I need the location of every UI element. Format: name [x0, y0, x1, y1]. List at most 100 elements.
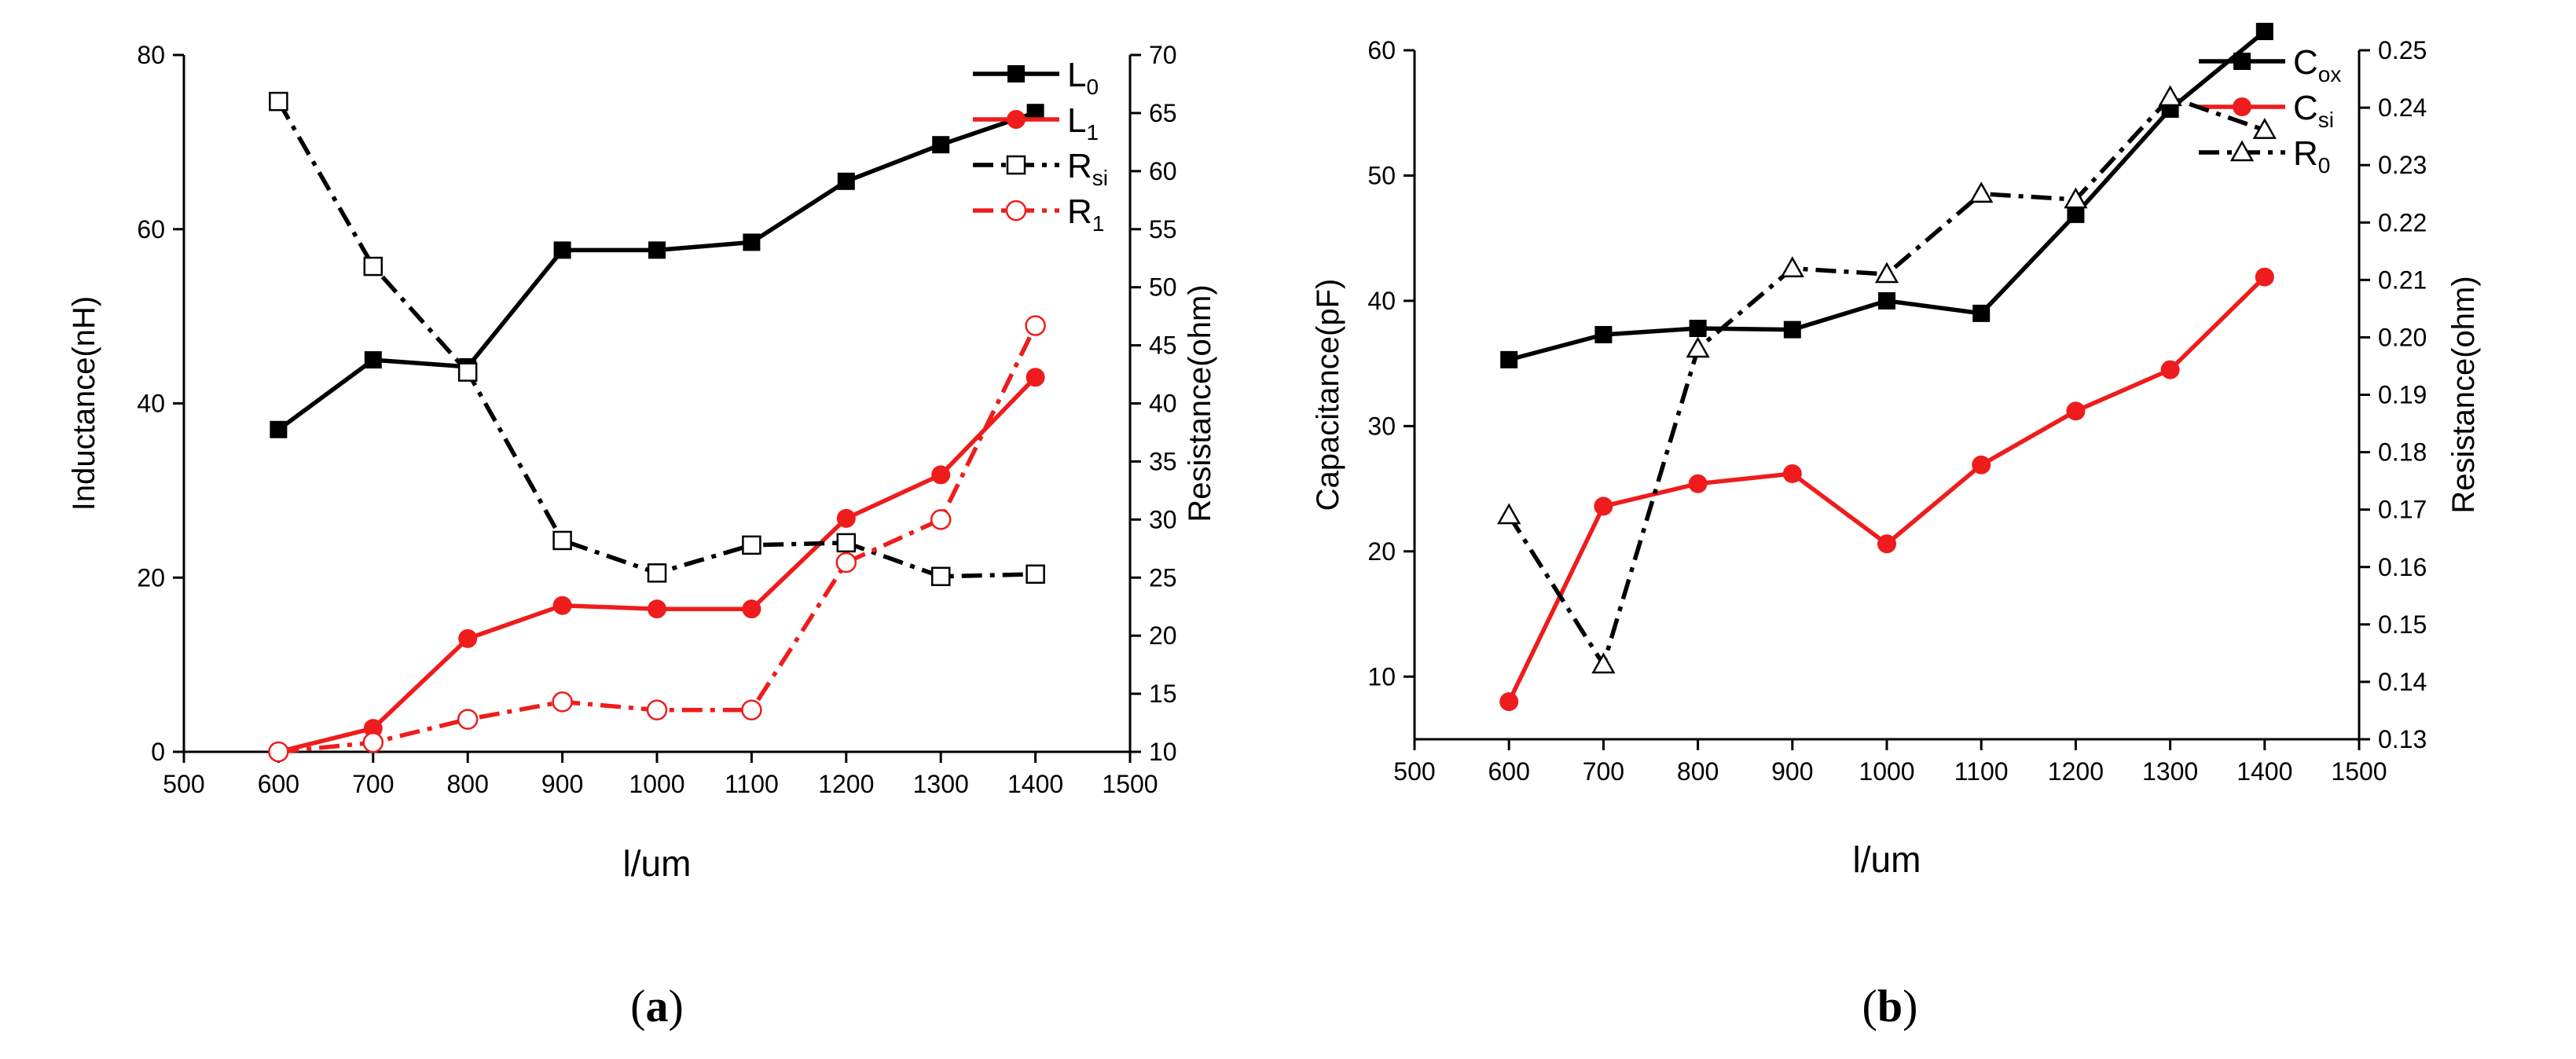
series-line [278, 324, 1038, 754]
y-tick-label: 50 [1367, 161, 1396, 189]
legend-label-sub: si [2318, 108, 2334, 132]
legend-label: R1 [1067, 192, 1104, 236]
series-cox [1500, 23, 2273, 368]
y2-tick-label: 25 [1149, 563, 1177, 592]
x-tick-label: 1400 [1007, 770, 1063, 798]
y-tick-label: 20 [137, 563, 165, 592]
x-tick-label: 800 [447, 770, 489, 798]
data-point [932, 136, 950, 154]
data-point [2066, 401, 2086, 421]
data-point [1780, 256, 1804, 277]
x-tick-label: 1100 [1954, 757, 2009, 786]
x-tick-label: 1200 [818, 770, 874, 798]
data-point [1007, 65, 1025, 82]
data-point [2233, 53, 2251, 70]
legend-label-sub: 1 [1092, 211, 1105, 236]
y2-tick-label: 0.23 [2378, 151, 2427, 179]
caption-letter: b [1877, 980, 1903, 1032]
caption-close: ) [1903, 980, 1917, 1032]
data-point [552, 691, 573, 713]
data-point [269, 91, 288, 112]
y-tick-label: 80 [137, 41, 165, 69]
data-point [836, 508, 856, 528]
data-point [364, 351, 382, 369]
y2-tick-label: 20 [1149, 621, 1177, 650]
data-point [1688, 474, 1708, 493]
series-rsi [269, 91, 1045, 587]
data-point [648, 599, 666, 619]
legend-label-main: R [1067, 192, 1092, 231]
y-tick-label: 20 [1367, 537, 1396, 566]
legend-label-sub: si [1092, 166, 1108, 190]
legend-entry: Cox [2199, 43, 2341, 86]
y-tick-label: 40 [1367, 287, 1396, 315]
caption-close: ) [669, 980, 684, 1032]
series-line [277, 110, 1037, 432]
x-tick-label: 1500 [1102, 770, 1158, 798]
y2-tick-label: 45 [1149, 332, 1177, 360]
data-point [835, 551, 857, 573]
caption-open: ( [630, 980, 645, 1032]
data-point [270, 420, 288, 438]
legend-label-sub: 0 [1086, 75, 1099, 99]
y2-tick-label: 0.18 [2378, 438, 2427, 467]
data-point [2255, 23, 2273, 41]
data-point [1026, 104, 1044, 122]
data-point [2229, 140, 2255, 162]
data-point [363, 719, 383, 738]
y2-tick-label: 65 [1149, 99, 1177, 127]
series-line [277, 100, 1036, 579]
series-csi [1499, 267, 2274, 712]
data-point [457, 709, 479, 730]
x-tick-label: 500 [1393, 757, 1435, 786]
data-point [2064, 187, 2088, 209]
data-point [552, 595, 572, 615]
x-tick-label: 900 [541, 770, 583, 798]
data-point [2255, 267, 2274, 287]
data-point [2158, 85, 2182, 107]
y2-tick-label: 40 [1149, 390, 1177, 418]
data-point [1007, 110, 1026, 129]
data-point [930, 509, 952, 530]
y2-tick-label: 30 [1149, 505, 1177, 533]
x-tick-label: 700 [1583, 757, 1624, 786]
series-line [1508, 29, 2266, 362]
data-point [931, 465, 951, 485]
y-tick-label: 40 [137, 390, 165, 418]
legend-label: Rsi [1067, 147, 1108, 190]
data-point [2160, 360, 2180, 379]
legend-label-sub: 0 [2318, 153, 2331, 178]
legend-entry: L0 [973, 56, 1099, 99]
caption-open: ( [1862, 980, 1877, 1032]
data-point [742, 535, 761, 555]
x-tick-label: 500 [163, 770, 204, 798]
series-l0 [270, 104, 1044, 438]
y2-tick-label: 50 [1149, 273, 1177, 302]
legend-label: R0 [2293, 134, 2330, 178]
legend-label: Cox [2293, 43, 2341, 86]
data-point [1783, 321, 1801, 339]
data-point [458, 628, 478, 648]
y2-tick-label: 35 [1149, 447, 1177, 475]
data-point [836, 533, 857, 553]
legend-label-sub: 1 [1086, 120, 1099, 145]
caption-letter: a [646, 980, 669, 1032]
legend-label: L0 [1067, 56, 1099, 99]
y2-tick-label: 0.15 [2378, 610, 2427, 639]
data-point [1877, 534, 1896, 554]
series-r1 [268, 315, 1046, 763]
data-point [552, 530, 572, 551]
data-point [1497, 503, 1521, 525]
data-point [2252, 118, 2277, 139]
data-point [268, 741, 289, 763]
legend-entry: R1 [973, 192, 1104, 236]
data-point [1972, 304, 1991, 322]
x-tick-label: 600 [258, 770, 299, 798]
data-point [363, 256, 383, 277]
data-point [362, 731, 384, 753]
data-point [742, 599, 761, 619]
data-point [1591, 652, 1616, 674]
data-point [1594, 325, 1613, 343]
y-tick-label: 30 [1367, 412, 1396, 440]
data-point [1005, 200, 1027, 222]
